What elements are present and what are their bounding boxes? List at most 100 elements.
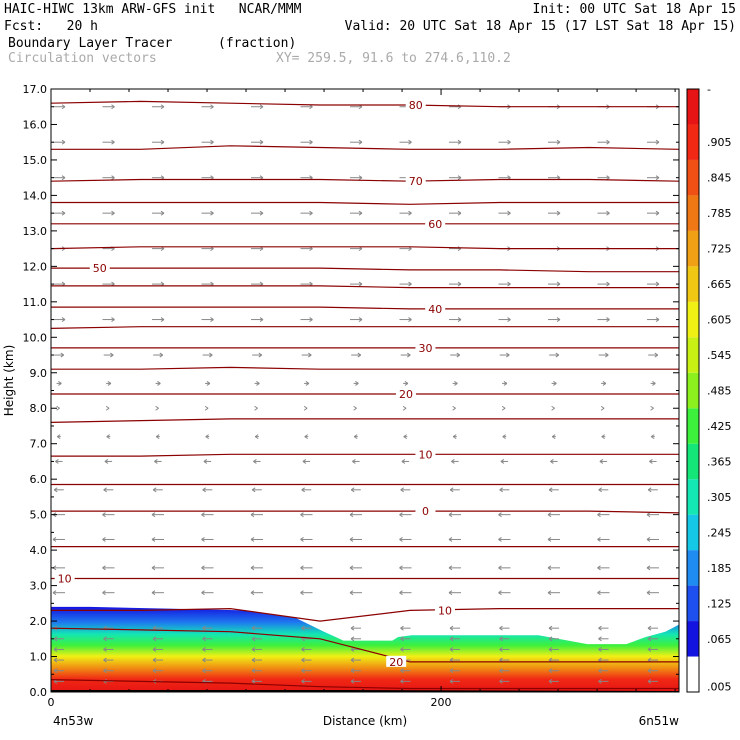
wind-vector-head	[548, 625, 553, 631]
wind-vector-head	[202, 625, 206, 631]
wind-vector-head	[548, 678, 553, 684]
wind-vector-head	[209, 352, 213, 358]
temperature-contour	[51, 607, 679, 622]
contour-label-bg	[415, 448, 436, 460]
vector-label: Circulation vectors	[8, 51, 157, 66]
wind-vector-head	[408, 281, 412, 287]
wind-vector-head	[152, 647, 157, 652]
wind-vector-head	[457, 317, 462, 322]
wind-vector-head	[250, 590, 255, 596]
wind-vector-head	[553, 380, 557, 386]
x-end-label-right: 6n51w	[639, 714, 680, 728]
wind-vector-head	[499, 647, 503, 652]
wind-vector-head	[598, 636, 602, 642]
wind-vector-head	[210, 139, 214, 145]
wind-vector-head	[452, 434, 457, 440]
wind-vector-head	[61, 210, 66, 216]
wind-vector-head	[507, 281, 511, 287]
wind-vector-head	[201, 565, 205, 571]
wind-vector-head	[499, 678, 503, 684]
colorbar-frame	[686, 88, 700, 693]
temperature-contour	[50, 246, 679, 250]
wind-vector-head	[499, 487, 503, 493]
wind-vector-head	[456, 352, 461, 358]
field-units: (fraction)	[218, 36, 297, 51]
x-end-label-left: 4n53w	[53, 714, 94, 728]
wind-vector-head	[499, 636, 503, 642]
wind-vector-head	[408, 139, 412, 145]
y-tick-label: 12.0	[23, 260, 48, 273]
temperature-contour	[50, 627, 679, 663]
wind-vector-head	[408, 317, 412, 322]
wind-vector-head	[53, 636, 58, 642]
wind-vector-head	[350, 487, 355, 493]
wind-vector-head	[457, 139, 462, 145]
wind-vector-head	[650, 405, 654, 411]
y-tick-label: 14.0	[23, 189, 48, 202]
wind-vector-head	[151, 537, 156, 542]
wind-vector-head	[551, 405, 555, 411]
wind-vector-head	[53, 487, 58, 493]
wind-vector-head	[350, 625, 355, 631]
contour-label: 10	[438, 604, 452, 617]
wind-vector-head	[111, 175, 115, 181]
wind-vector-head	[355, 380, 359, 386]
wind-vector-head	[254, 405, 258, 411]
wind-vector-head	[597, 590, 601, 596]
wind-vector-head	[548, 647, 553, 652]
wind-vector-head	[251, 657, 256, 663]
colorbar-label: .605	[707, 314, 732, 327]
wind-vector-head	[151, 512, 156, 518]
wind-vector-head	[250, 565, 255, 571]
wind-vector-head	[655, 175, 660, 181]
wind-vector-head	[259, 210, 264, 216]
wind-vector-head	[600, 405, 605, 411]
temperature-contour	[51, 306, 679, 310]
wind-vector-head	[102, 590, 106, 596]
y-tick-label: 1.0	[30, 651, 48, 664]
wind-vector-head	[602, 380, 607, 386]
wind-vector-head	[598, 625, 602, 631]
wind-vector-head	[103, 668, 107, 674]
wind-vector-head	[301, 647, 305, 652]
wind-vector-head	[106, 434, 110, 440]
wind-vector-head	[107, 380, 112, 386]
wind-vector-head	[102, 565, 106, 571]
y-tick-label: 5.0	[30, 509, 48, 522]
wind-vector-head	[52, 590, 57, 596]
wind-vector-head	[152, 668, 157, 674]
wind-vector-head	[256, 380, 260, 386]
colorbar-label: .905	[707, 136, 732, 149]
wind-vector-head	[352, 459, 356, 464]
wind-vector-head	[598, 487, 602, 493]
wind-vector-head	[451, 459, 455, 464]
colorbar-label: .065	[707, 633, 732, 646]
wind-vector-head	[649, 459, 653, 464]
wind-vector-head	[547, 590, 552, 596]
colorbar-label: .125	[707, 597, 732, 610]
wind-vector-head	[646, 590, 651, 596]
wind-vector-head	[103, 647, 107, 652]
wind-vector-head	[250, 537, 255, 542]
wind-vector-head	[556, 139, 561, 145]
contour-label: 70	[409, 175, 423, 188]
wind-vector-head	[507, 139, 511, 145]
wind-vector-head	[301, 668, 305, 674]
wind-vector-head	[301, 625, 305, 631]
colorbar-label: -	[707, 83, 711, 96]
wind-vector-head	[353, 405, 357, 411]
wind-vector-head	[647, 625, 652, 631]
colorbar-label: .305	[707, 491, 732, 504]
contour-label-bg	[386, 655, 407, 667]
wind-vector-head	[202, 657, 206, 663]
wind-vector-head	[647, 636, 652, 642]
colorbar-cell	[687, 337, 699, 373]
wind-vector-head	[105, 405, 110, 411]
wind-vector-head	[499, 668, 503, 674]
wind-vector-head	[551, 434, 556, 440]
wind-vector-head	[654, 352, 659, 358]
wind-vector-head	[655, 210, 660, 216]
wind-vector-head	[449, 678, 454, 684]
contour-label-bg	[405, 98, 426, 110]
